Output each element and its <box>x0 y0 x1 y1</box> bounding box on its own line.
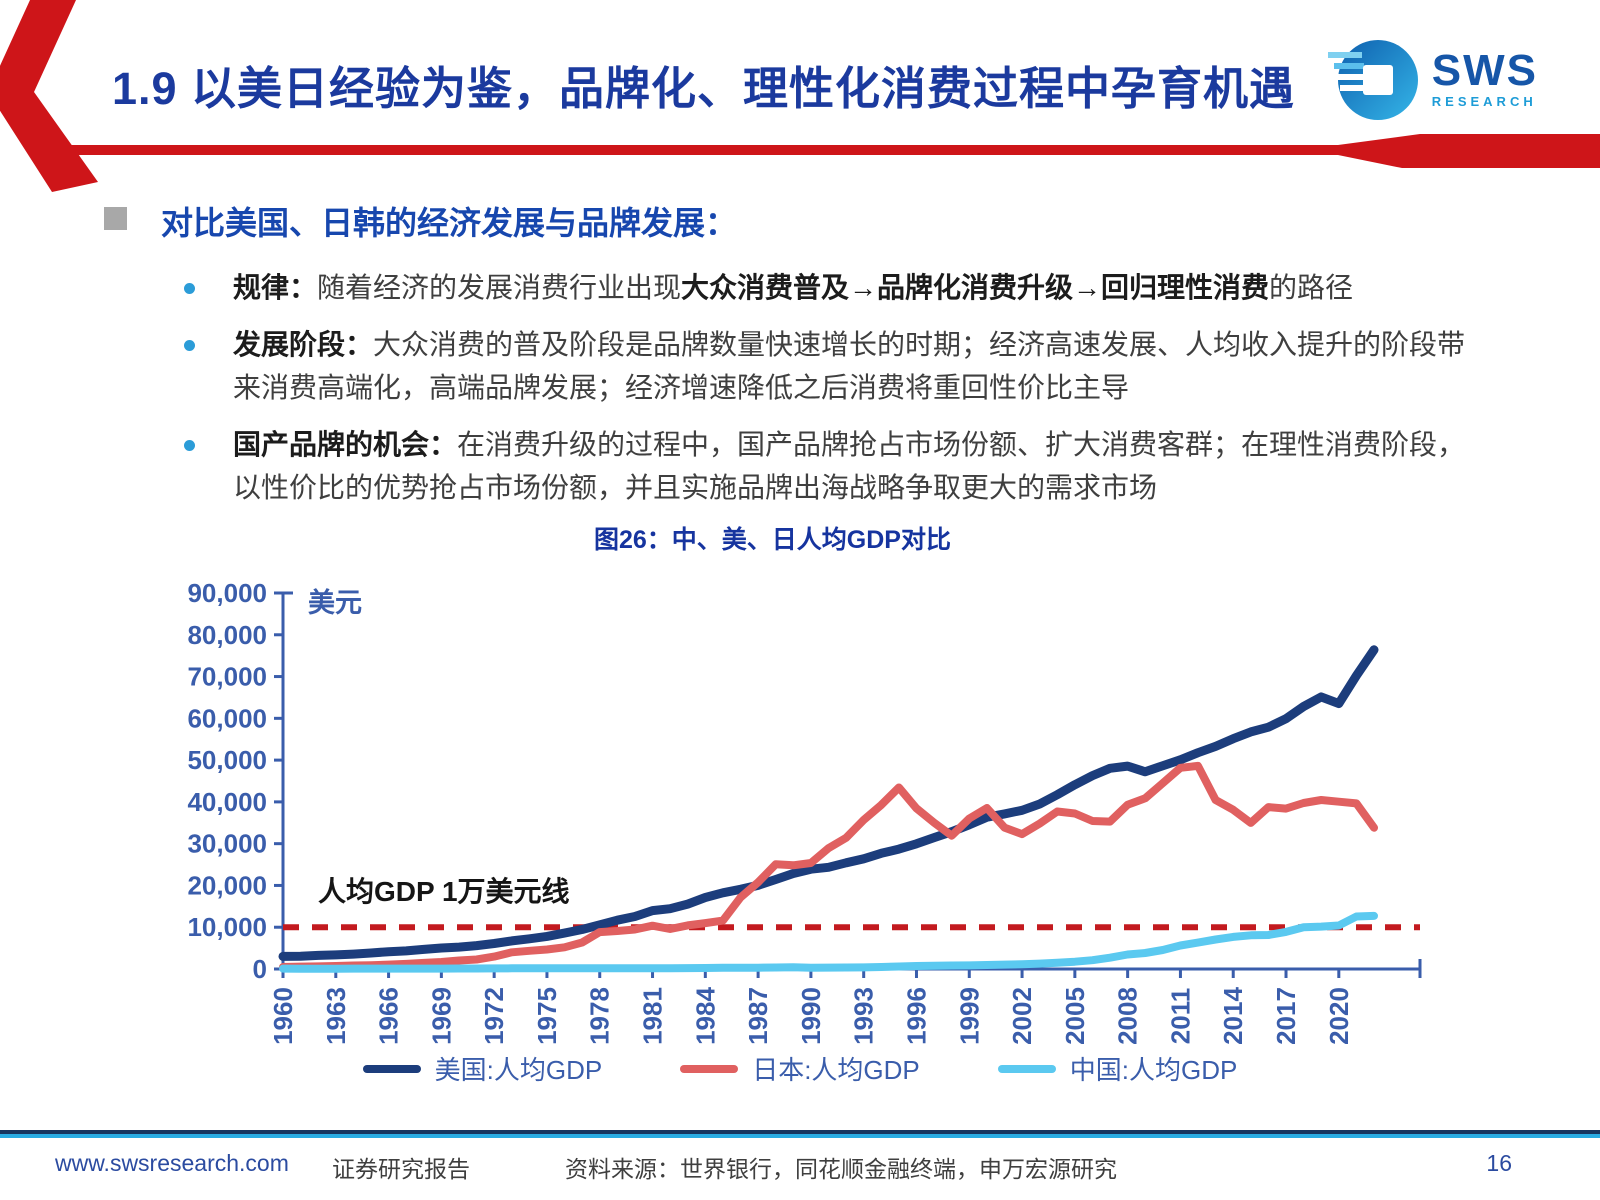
svg-text:1999: 1999 <box>954 987 984 1045</box>
svg-text:1978: 1978 <box>585 987 615 1045</box>
gdp-line-chart: 0 10,000 20,000 30,000 40,000 50,000 60,000 70,… <box>187 578 1422 1045</box>
svg-text:2014: 2014 <box>1218 987 1248 1045</box>
svg-text:90,000: 90,000 <box>187 578 267 608</box>
footer-website-link[interactable]: www.swsresearch.com <box>55 1150 289 1176</box>
svg-text:10,000: 10,000 <box>187 912 267 942</box>
footer: www.swsresearch.com 证券研究报告 资料来源：世界银行，同花顺… <box>0 1150 1600 1190</box>
footer-source: 资料来源：世界银行，同花顺金融终端，申万宏源研究 <box>565 1156 1117 1182</box>
bullet-text: 国产品牌的机会：在消费升级的过程中，国产品牌抢占市场份额、扩大消费客群；在理性消… <box>233 429 1466 503</box>
bullet-dot-icon <box>184 440 195 451</box>
series-line <box>279 911 1378 973</box>
svg-text:1984: 1984 <box>690 987 720 1045</box>
chart-legend: 美国:人均GDP 日本:人均GDP 中国:人均GDP <box>240 1050 1360 1087</box>
svg-text:60,000: 60,000 <box>187 703 267 733</box>
footer-page-number: 16 <box>1486 1150 1512 1176</box>
bullet-item: 发展阶段：大众消费的普及阶段是品牌数量快速增长的时期；经济高速发展、人均收入提升… <box>184 323 1484 409</box>
svg-text:1975: 1975 <box>532 987 562 1045</box>
red-underline <box>66 145 1600 155</box>
svg-text:人均GDP 1万美元线: 人均GDP 1万美元线 <box>318 876 570 907</box>
square-bullet-icon <box>104 207 127 230</box>
svg-text:1987: 1987 <box>743 987 773 1045</box>
bullet-list: 规律：随着经济的发展消费行业出现大众消费普及→品牌化消费升级→回归理性消费的路径… <box>184 266 1484 509</box>
svg-text:1996: 1996 <box>901 987 931 1045</box>
sws-logo: SWS RESEARCH <box>1326 30 1538 126</box>
bullet-dot-icon <box>184 283 195 294</box>
footer-report-label: 证券研究报告 <box>332 1156 470 1182</box>
legend-swatch-icon <box>997 1064 1056 1073</box>
svg-text:80,000: 80,000 <box>187 620 267 650</box>
logo-name: SWS <box>1431 45 1538 95</box>
svg-text:美元: 美元 <box>308 587 362 618</box>
red-underline-thick <box>1338 134 1600 168</box>
svg-text:2017: 2017 <box>1271 987 1301 1045</box>
svg-text:50,000: 50,000 <box>187 745 267 775</box>
svg-text:1969: 1969 <box>426 987 456 1045</box>
svg-text:1960: 1960 <box>268 987 298 1045</box>
bullet-text: 规律：随着经济的发展消费行业出现大众消费普及→品牌化消费升级→回归理性消费的路径 <box>233 272 1354 303</box>
header-decoration <box>0 0 1600 192</box>
logo-subname: RESEARCH <box>1431 93 1537 109</box>
legend-label: 中国:人均GDP <box>1069 1055 1238 1085</box>
bullet-item: 规律：随着经济的发展消费行业出现大众消费普及→品牌化消费升级→回归理性消费的路径 <box>184 266 1484 309</box>
svg-text:2005: 2005 <box>1060 987 1090 1045</box>
svg-text:0: 0 <box>253 954 267 984</box>
legend-item: 日本:人均GDP <box>680 1050 920 1087</box>
chevron-icon <box>0 92 98 192</box>
footer-divider-navy <box>0 1130 1600 1134</box>
page-title: 1.9 以美日经验为鉴，品牌化、理性化消费过程中孕育机遇 <box>112 63 1296 114</box>
legend-item: 中国:人均GDP <box>997 1050 1238 1087</box>
legend-item: 美国:人均GDP <box>362 1050 603 1087</box>
svg-text:2011: 2011 <box>1165 988 1195 1044</box>
bullet-dot-icon <box>184 340 195 351</box>
legend-label: 美国:人均GDP <box>434 1055 603 1085</box>
chevron-icon <box>0 0 76 92</box>
svg-text:2020: 2020 <box>1324 987 1354 1045</box>
legend-label: 日本:人均GDP <box>752 1055 920 1085</box>
bullet-item: 国产品牌的机会：在消费升级的过程中，国产品牌抢占市场份额、扩大消费客群；在理性消… <box>184 423 1484 509</box>
section-heading-row: 对比美国、日韩的经济发展与品牌发展： <box>104 198 1600 244</box>
chart-title: 图26：中、美、日人均GDP对比 <box>594 526 951 554</box>
svg-text:1981: 1981 <box>638 987 668 1045</box>
bullet-text: 发展阶段：大众消费的普及阶段是品牌数量快速增长的时期；经济高速发展、人均收入提升… <box>233 329 1466 403</box>
svg-text:40,000: 40,000 <box>187 787 267 817</box>
sws-logo-icon <box>1327 40 1418 120</box>
svg-text:1972: 1972 <box>479 987 509 1045</box>
series-line <box>278 645 1379 961</box>
svg-text:30,000: 30,000 <box>187 829 267 859</box>
svg-text:1993: 1993 <box>849 987 879 1045</box>
legend-swatch-icon <box>680 1064 739 1073</box>
section-heading: 对比美国、日韩的经济发展与品牌发展： <box>161 205 738 241</box>
svg-text:70,000: 70,000 <box>187 662 267 692</box>
footer-divider-cyan <box>0 1134 1600 1138</box>
series-line <box>279 761 1378 971</box>
svg-text:2002: 2002 <box>1007 987 1037 1045</box>
svg-text:1966: 1966 <box>374 987 404 1045</box>
svg-text:1990: 1990 <box>796 987 826 1045</box>
content-block: 对比美国、日韩的经济发展与品牌发展： 规律：随着经济的发展消费行业出现大众消费普… <box>0 198 1600 523</box>
svg-text:20,000: 20,000 <box>187 870 267 900</box>
svg-text:2008: 2008 <box>1113 987 1143 1045</box>
legend-swatch-icon <box>362 1064 421 1073</box>
svg-text:1963: 1963 <box>321 987 351 1045</box>
